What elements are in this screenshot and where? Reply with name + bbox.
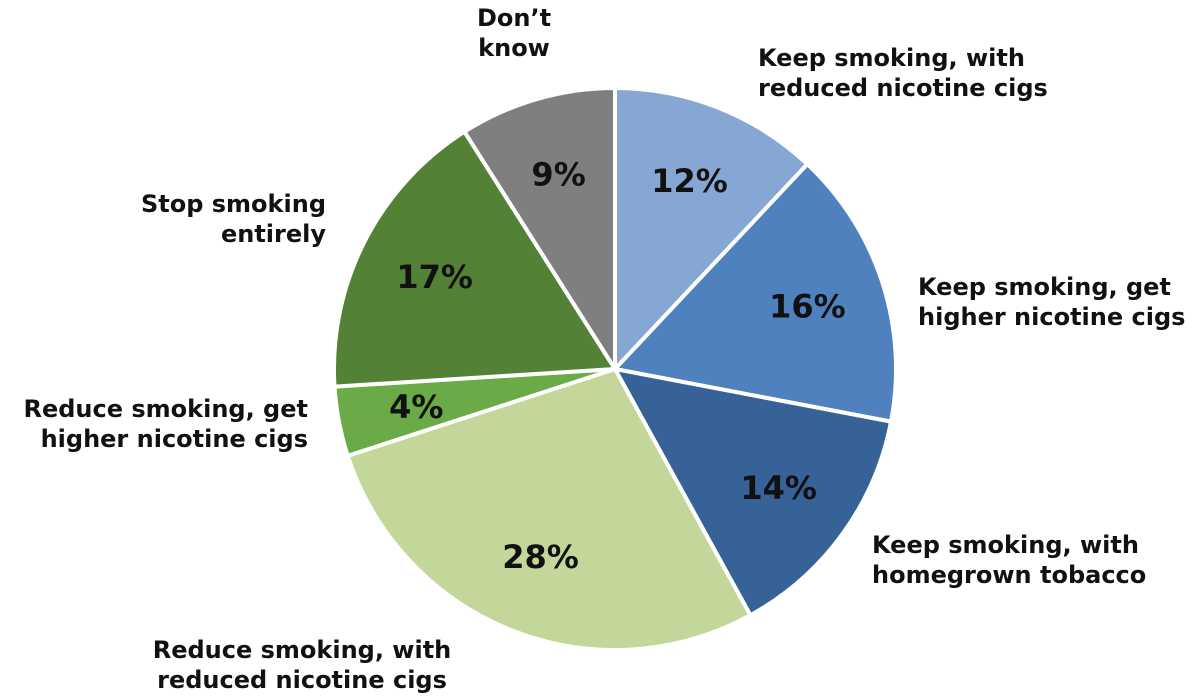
percent-label-keep-smoking-with-reduced-nicotine-cigs: 12% — [651, 162, 728, 200]
pie-slice-don-t-know — [462, 86, 617, 371]
category-label-line: know — [478, 34, 550, 62]
percent-label-reduce-smoking-get-higher-nicotine-cigs: 4% — [389, 388, 443, 426]
pie-slices — [332, 86, 898, 652]
pie-slice-reduce-smoking-with-reduced-nicotine-cigs — [345, 367, 753, 652]
category-label-keep-smoking-get-higher-nicotine-cigs: Keep smoking, get higher nicotine cigs — [918, 273, 1185, 331]
category-label-line: higher nicotine cigs — [41, 425, 308, 453]
percent-label-don-t-know: 9% — [531, 156, 585, 194]
category-label-line: Keep smoking, with — [758, 44, 1025, 72]
category-label-line: Stop smoking — [141, 190, 326, 218]
category-labels: Keep smoking, with reduced nicotine cigsK… — [23, 4, 1185, 694]
category-label-line: homegrown tobacco — [872, 561, 1146, 589]
category-label-keep-smoking-with-reduced-nicotine-cigs: Keep smoking, with reduced nicotine cigs — [758, 44, 1048, 102]
category-label-keep-smoking-with-homegrown-tobacco: Keep smoking, with homegrown tobacco — [872, 531, 1146, 589]
category-label-line: Reduce smoking, with — [153, 636, 452, 664]
category-label-reduce-smoking-with-reduced-nicotine-cigs: Reduce smoking, with reduced nicotine cig… — [153, 636, 452, 694]
category-label-reduce-smoking-get-higher-nicotine-cigs: Reduce smoking, get higher nicotine cigs — [23, 395, 308, 453]
pie-slice-keep-smoking-with-reduced-nicotine-cigs — [613, 86, 810, 371]
category-label-line: Keep smoking, with — [872, 531, 1139, 559]
category-label-line: Reduce smoking, get — [23, 395, 308, 423]
percent-label-keep-smoking-with-homegrown-tobacco: 14% — [740, 469, 817, 507]
category-label-line: Keep smoking, get — [918, 273, 1171, 301]
category-label-don-t-know: Don’t know — [477, 4, 551, 62]
category-label-stop-smoking-entirely: Stop smoking entirely — [141, 190, 326, 248]
category-label-line: entirely — [221, 220, 326, 248]
pie-slice-stop-smoking-entirely — [332, 129, 617, 389]
category-label-line: reduced nicotine cigs — [758, 74, 1048, 102]
percent-label-reduce-smoking-with-reduced-nicotine-cigs: 28% — [502, 538, 579, 576]
pie-slice-keep-smoking-with-homegrown-tobacco — [613, 367, 894, 618]
pie-slice-keep-smoking-get-higher-nicotine-cigs — [613, 162, 898, 424]
category-label-line: higher nicotine cigs — [918, 303, 1185, 331]
category-label-line: Don’t — [477, 4, 551, 32]
percent-label-stop-smoking-entirely: 17% — [396, 258, 473, 296]
category-label-line: reduced nicotine cigs — [157, 666, 447, 694]
percent-label-keep-smoking-get-higher-nicotine-cigs: 16% — [769, 288, 846, 326]
percent-labels: 12% 16% 14% 28% 4% 17% 9% — [389, 156, 846, 576]
